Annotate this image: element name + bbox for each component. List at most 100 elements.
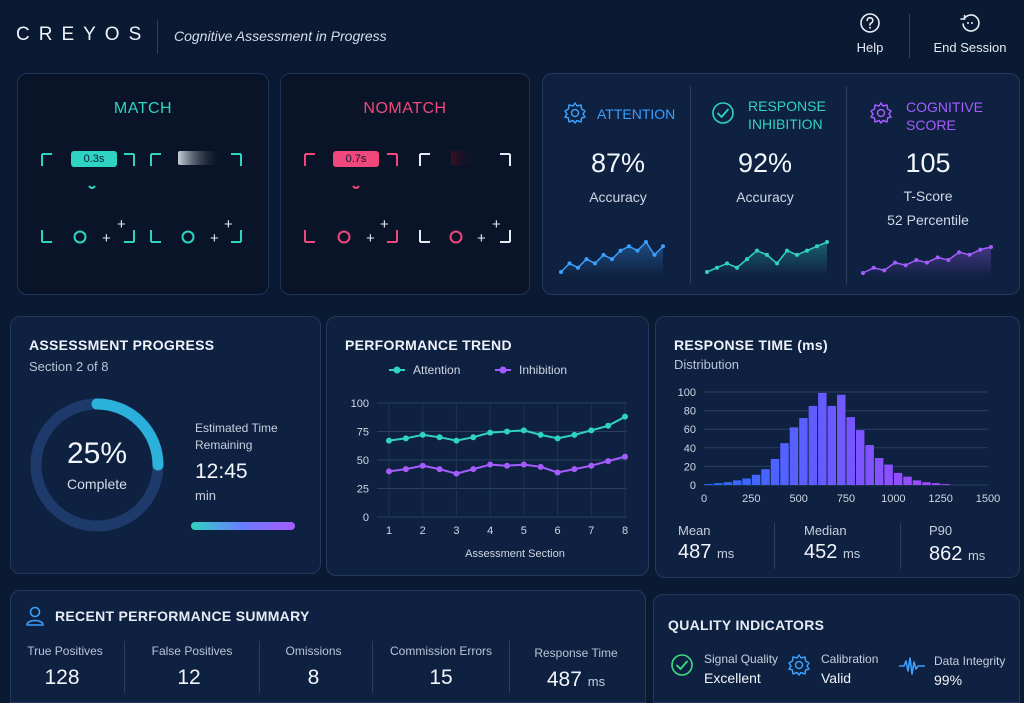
trend-series-point	[504, 428, 510, 435]
trend-legend-label: Inhibition	[519, 363, 567, 377]
progress-percent: 25%	[66, 437, 128, 470]
waveform-icon	[899, 657, 925, 675]
svg-text:+: +	[210, 230, 219, 247]
summary-response-time-value: 487 ms	[519, 668, 633, 692]
sparkline-point	[725, 261, 729, 266]
inhibition-sub: Accuracy	[736, 189, 794, 205]
rt-p90-label: P90	[929, 523, 953, 538]
match-timer-badge: 0.3s	[71, 151, 117, 167]
summary-divider-1	[124, 641, 125, 693]
end-session-button[interactable]: End Session	[930, 12, 1010, 55]
summary-response-time-number: 487	[546, 668, 582, 691]
trend-series-point	[402, 466, 409, 473]
sparkline-point	[946, 258, 951, 262]
rt-median-unit: ms	[842, 546, 861, 561]
sparkline-point	[652, 252, 657, 257]
summary-true-positives-value: 128	[44, 666, 80, 689]
data-integrity-value: 99%	[934, 672, 963, 688]
summary-commission-errors-label: Commission Errors	[389, 644, 492, 658]
sparkline-point	[935, 255, 940, 260]
svg-text:+: +	[366, 230, 375, 247]
rt-x-tick: 1000	[881, 493, 905, 505]
progress-title: ASSESSMENT PROGRESS	[29, 337, 215, 353]
trend-series-point	[605, 422, 612, 429]
end-session-icon	[960, 14, 980, 32]
calibration-value: Valid	[821, 670, 852, 686]
rt-x-tick: 0	[701, 493, 707, 505]
match-stimulus-cards: + + + +	[41, 151, 242, 247]
progress-complete-label: Complete	[67, 476, 127, 492]
summary-commission-errors-value: 15	[429, 666, 453, 689]
svg-text:+: +	[117, 216, 126, 233]
sparkline-point	[914, 258, 919, 262]
rt-histogram-bar	[912, 480, 922, 485]
trend-series-point	[537, 463, 544, 470]
rt-histogram-bar	[751, 474, 761, 485]
trend-series-point	[453, 437, 460, 444]
sparkline-point	[765, 252, 769, 257]
trend-x-tick: 1	[386, 525, 392, 537]
rt-histogram-bar	[799, 418, 808, 485]
svg-text:+: +	[492, 216, 501, 233]
sparkline-point	[576, 265, 580, 270]
rt-y-tick: 60	[684, 424, 696, 436]
cognitive-sparkline	[861, 245, 993, 277]
trend-series-point	[537, 431, 544, 438]
progress-ring-fill	[30, 398, 164, 532]
summary-omissions-label: Omissions	[285, 644, 342, 658]
sparkline-point	[627, 244, 631, 249]
trend-y-tick: 50	[357, 455, 369, 467]
quality-title: QUALITY INDICATORS	[668, 617, 825, 633]
help-button[interactable]: Help	[830, 12, 910, 55]
rt-histogram-bar	[789, 427, 799, 485]
sparkline-point	[893, 260, 897, 265]
rt-histogram-bar	[874, 458, 884, 485]
trend-series-point	[571, 431, 578, 438]
rt-median-number: 452	[804, 541, 838, 563]
rt-mean-label: Mean	[678, 523, 711, 538]
rt-histogram-bar	[818, 392, 827, 485]
match-title: MATCH	[113, 100, 173, 117]
eta-label-line-2: Remaining	[195, 438, 253, 452]
svg-text:+: +	[477, 230, 486, 247]
trend-series-point	[605, 458, 612, 465]
rt-histogram-bar	[808, 405, 818, 485]
rt-histogram-bar	[713, 483, 723, 485]
rt-x-tick: 250	[742, 493, 760, 505]
progress-section: Section 2 of 8	[29, 359, 109, 374]
rt-histogram-bar	[770, 458, 780, 485]
trend-y-tick: 75	[357, 427, 369, 439]
summary-false-positives-label: False Positives	[151, 644, 233, 658]
summary-true-positives-label: True Positives	[27, 644, 103, 658]
sparkline-point	[925, 260, 929, 265]
eta-bar	[191, 522, 295, 530]
rt-histogram-bar	[884, 464, 893, 485]
trend-series-point	[453, 470, 460, 477]
rt-histogram-bar	[931, 483, 941, 485]
trend-series-point	[588, 427, 595, 434]
rt-y-tick: 100	[678, 387, 696, 399]
rt-histogram-bar	[780, 443, 789, 485]
rt-x-tick: 1500	[976, 493, 1000, 505]
sparkline-point	[795, 252, 799, 257]
trend-series-point	[386, 437, 392, 444]
summary-divider-2	[259, 641, 260, 693]
sparkline-point	[978, 247, 983, 252]
data-integrity-label: Data Integrity	[934, 654, 1006, 668]
response-time-panel: RESPONSE TIME (ms) Distribution 0 20 40 60 8…	[655, 316, 1020, 578]
sparkline-point	[871, 265, 876, 270]
rt-median-label: Median	[804, 523, 847, 538]
assessment-progress-panel: ASSESSMENT PROGRESS Section 2 of 8 25% C…	[10, 316, 321, 574]
rt-y-tick: 40	[684, 443, 696, 455]
sparkline-area	[863, 247, 991, 277]
sparkline-point	[610, 257, 614, 262]
trend-legend-label: Attention	[413, 363, 460, 377]
check-circle-icon	[712, 102, 734, 124]
performance-trend-panel: PERFORMANCE TREND 0 25 50 75 100 1 2 3 4 5 6 7 8 Asse…	[326, 316, 649, 576]
signal-quality-label: Signal Quality	[704, 652, 779, 666]
trend-series-point	[554, 435, 561, 442]
trend-y-tick: 25	[357, 484, 369, 496]
gear-icon	[788, 654, 810, 676]
trend-series-point	[504, 462, 510, 469]
trend-series-point	[487, 429, 494, 436]
